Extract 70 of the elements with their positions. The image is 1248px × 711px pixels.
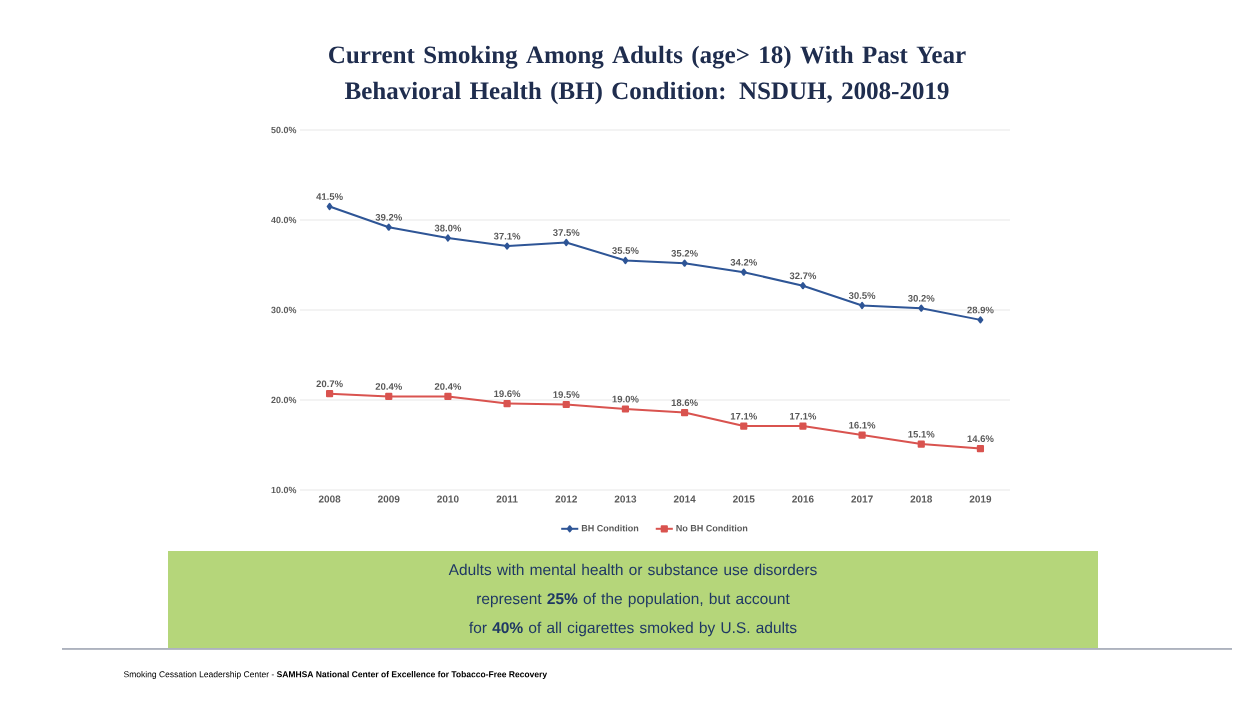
data-label: 20.4%	[375, 383, 402, 390]
point	[740, 422, 748, 430]
point	[563, 238, 570, 247]
point	[622, 256, 629, 265]
point	[621, 405, 630, 413]
x-tick-label: 2017	[851, 495, 873, 503]
data-label: 28.9%	[967, 306, 994, 314]
text: Smoking Cessation Leadership Center - SAMHSA National Center of Excellence for Tobacco-Free Recovery	[123, 671, 548, 679]
x-tick-label: 2012	[555, 495, 577, 503]
point	[740, 268, 747, 276]
data-label: 30.5%	[848, 292, 876, 299]
x-tick-label: 2015	[732, 495, 755, 503]
x-tick-label: 2013	[614, 495, 637, 503]
y-tick-label: 40.0%	[271, 216, 297, 224]
legend-label: BH Condition	[581, 524, 639, 532]
data-label: 39.2%	[375, 213, 402, 221]
x-tick-label: 2010	[437, 495, 459, 503]
point	[799, 282, 806, 290]
x-tick-label: 2008	[318, 495, 341, 503]
text: Adults with mental health or substance use disorders represent 25% of the population, but account for 40% of all cigarettes smoked by U.S. adults	[448, 563, 817, 637]
data-label: 20.4%	[434, 383, 462, 390]
x-tick-label: 2009	[377, 495, 400, 503]
point	[918, 304, 925, 312]
y-tick-label: 30.0%	[271, 306, 297, 314]
point	[681, 259, 688, 267]
point	[444, 392, 452, 400]
point	[562, 400, 570, 409]
y-tick-label: 20.0%	[271, 396, 297, 404]
point	[859, 301, 866, 310]
data-label: 16.1%	[849, 421, 876, 429]
data-label: 35.2%	[671, 249, 698, 257]
data-label: 38.0%	[434, 224, 462, 232]
y-tick-label: 50.0%	[271, 126, 297, 134]
data-label: 19.0%	[612, 395, 639, 403]
point	[325, 390, 334, 398]
y-tick-label: 10.0%	[271, 486, 297, 494]
data-label: 14.6%	[967, 435, 994, 443]
point	[444, 234, 451, 242]
data-label: 30.2%	[908, 294, 935, 302]
data-label: 19.5%	[553, 391, 580, 398]
point	[385, 392, 393, 400]
x-tick-label: 2014	[673, 495, 696, 503]
x-tick-label: 2011	[496, 495, 518, 503]
point	[504, 242, 511, 250]
x-tick-label: 2016	[792, 495, 814, 503]
point	[858, 431, 866, 439]
point	[680, 408, 689, 417]
point	[976, 444, 985, 453]
data-label: 37.5%	[553, 229, 580, 236]
chart-title: Current Smoking Among Adults (age> 18) With Past Year Behavioral Health (BH) Condition: NSDUH, 2008-2019	[329, 45, 966, 105]
data-label: 20.7%	[316, 380, 343, 388]
point	[503, 399, 511, 408]
data-label: 35.5%	[612, 247, 639, 254]
point	[326, 202, 333, 211]
point	[917, 440, 925, 448]
data-label: 37.1%	[493, 232, 521, 240]
data-label: 18.6%	[671, 399, 698, 407]
data-label: 17.1%	[730, 412, 757, 420]
data-label: 19.6%	[494, 390, 521, 398]
point	[385, 223, 392, 231]
data-label: 15.1%	[908, 430, 935, 438]
data-label: 17.1%	[790, 412, 817, 420]
data-label: 34.2%	[730, 258, 757, 266]
point	[799, 422, 807, 430]
data-label: 32.7%	[789, 272, 817, 280]
x-tick-label: 2018	[910, 495, 933, 503]
x-tick-label: 2019	[969, 495, 992, 503]
point	[977, 316, 984, 324]
legend-label: No BH Condition	[676, 524, 748, 532]
data-label: 41.5%	[316, 193, 343, 200]
